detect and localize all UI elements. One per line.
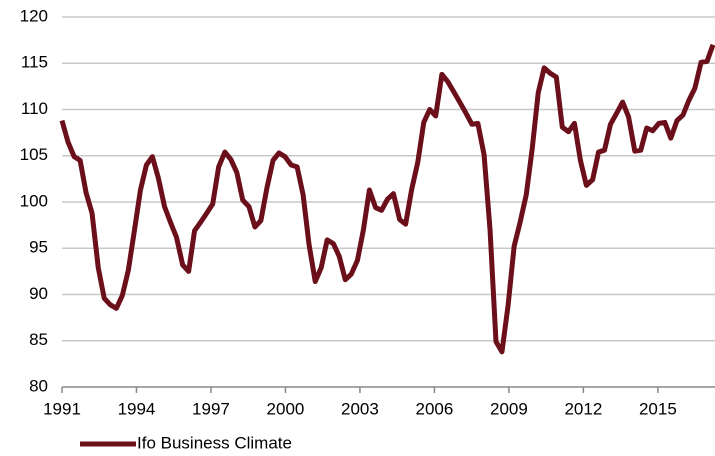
y-tick-label: 115 [21, 53, 48, 72]
y-tick-label: 95 [29, 238, 48, 257]
y-tick-label: 100 [20, 191, 48, 210]
x-tick-label: 2012 [564, 399, 602, 418]
x-tick-label: 2015 [639, 399, 677, 418]
x-tick-label: 1994 [118, 399, 156, 418]
x-tick-label: 2006 [416, 399, 454, 418]
x-tick-label: 2009 [490, 399, 528, 418]
y-tick-label: 110 [21, 99, 48, 118]
y-tick-label: 120 [20, 6, 48, 25]
x-tick-label: 1991 [43, 399, 81, 418]
y-tick-label: 80 [29, 376, 48, 395]
data-line [59, 43, 715, 355]
y-tick-label: 105 [20, 145, 48, 164]
x-tick-label: 2000 [267, 399, 305, 418]
x-tick-label: 2003 [341, 399, 379, 418]
y-tick-label: 90 [29, 284, 48, 303]
legend-label: Ifo Business Climate [137, 433, 292, 452]
y-tick-label: 85 [29, 330, 48, 349]
x-tick-label: 1997 [192, 399, 230, 418]
